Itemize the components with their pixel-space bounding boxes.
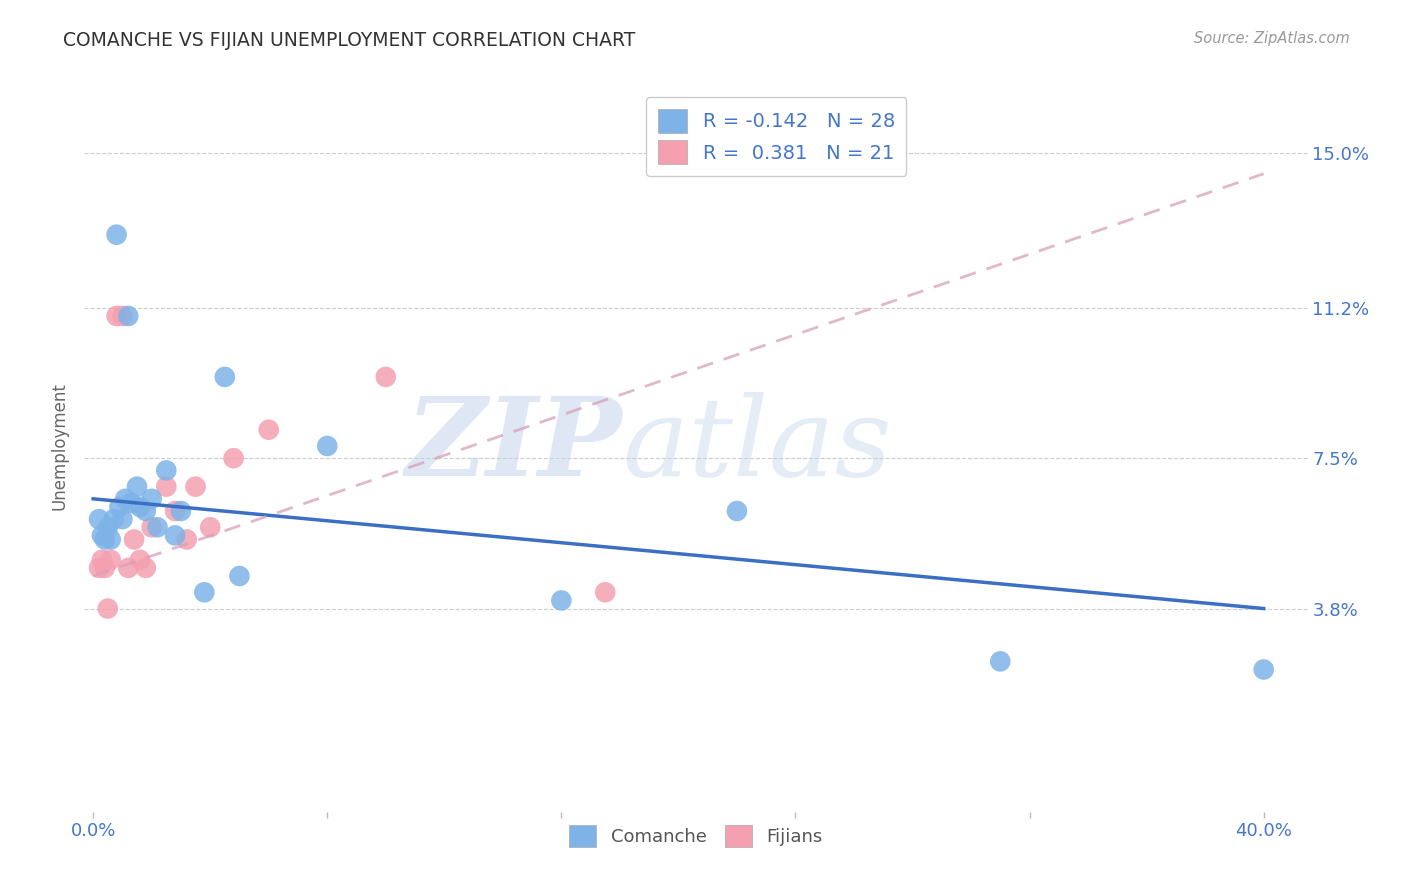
Text: COMANCHE VS FIJIAN UNEMPLOYMENT CORRELATION CHART: COMANCHE VS FIJIAN UNEMPLOYMENT CORRELAT…	[63, 31, 636, 50]
Legend: Comanche, Fijians: Comanche, Fijians	[562, 817, 830, 854]
Point	[129, 500, 152, 514]
Point	[135, 561, 157, 575]
Point	[117, 561, 139, 575]
Point	[1253, 663, 1275, 677]
Point	[100, 533, 122, 547]
Point	[593, 585, 616, 599]
Point	[988, 654, 1011, 668]
Point	[111, 309, 134, 323]
Point	[184, 480, 207, 494]
Point	[122, 533, 145, 547]
Point	[105, 309, 128, 323]
Point	[165, 504, 187, 518]
Point	[105, 227, 128, 242]
Point	[87, 512, 110, 526]
Point	[87, 561, 110, 575]
Point	[257, 423, 280, 437]
Point	[550, 593, 572, 607]
Point	[120, 496, 142, 510]
Point	[108, 500, 131, 514]
Point	[90, 528, 112, 542]
Y-axis label: Unemployment: Unemployment	[51, 382, 69, 510]
Point	[94, 533, 117, 547]
Point	[135, 504, 157, 518]
Point	[193, 585, 215, 599]
Point	[129, 553, 152, 567]
Point	[117, 309, 139, 323]
Text: ZIP: ZIP	[406, 392, 623, 500]
Point	[165, 528, 187, 542]
Point	[176, 533, 198, 547]
Point	[141, 491, 163, 506]
Point	[100, 553, 122, 567]
Point	[725, 504, 748, 518]
Point	[155, 480, 177, 494]
Point	[97, 601, 120, 615]
Point	[198, 520, 221, 534]
Text: atlas: atlas	[623, 392, 893, 500]
Point	[146, 520, 169, 534]
Point	[90, 553, 112, 567]
Point	[228, 569, 250, 583]
Point	[111, 512, 134, 526]
Point	[155, 463, 177, 477]
Point	[222, 451, 245, 466]
Point	[374, 370, 396, 384]
Text: Source: ZipAtlas.com: Source: ZipAtlas.com	[1194, 31, 1350, 46]
Point	[141, 520, 163, 534]
Point	[103, 512, 125, 526]
Point	[125, 480, 148, 494]
Point	[170, 504, 193, 518]
Point	[316, 439, 339, 453]
Point	[97, 520, 120, 534]
Point	[94, 561, 117, 575]
Point	[214, 370, 236, 384]
Point	[114, 491, 136, 506]
